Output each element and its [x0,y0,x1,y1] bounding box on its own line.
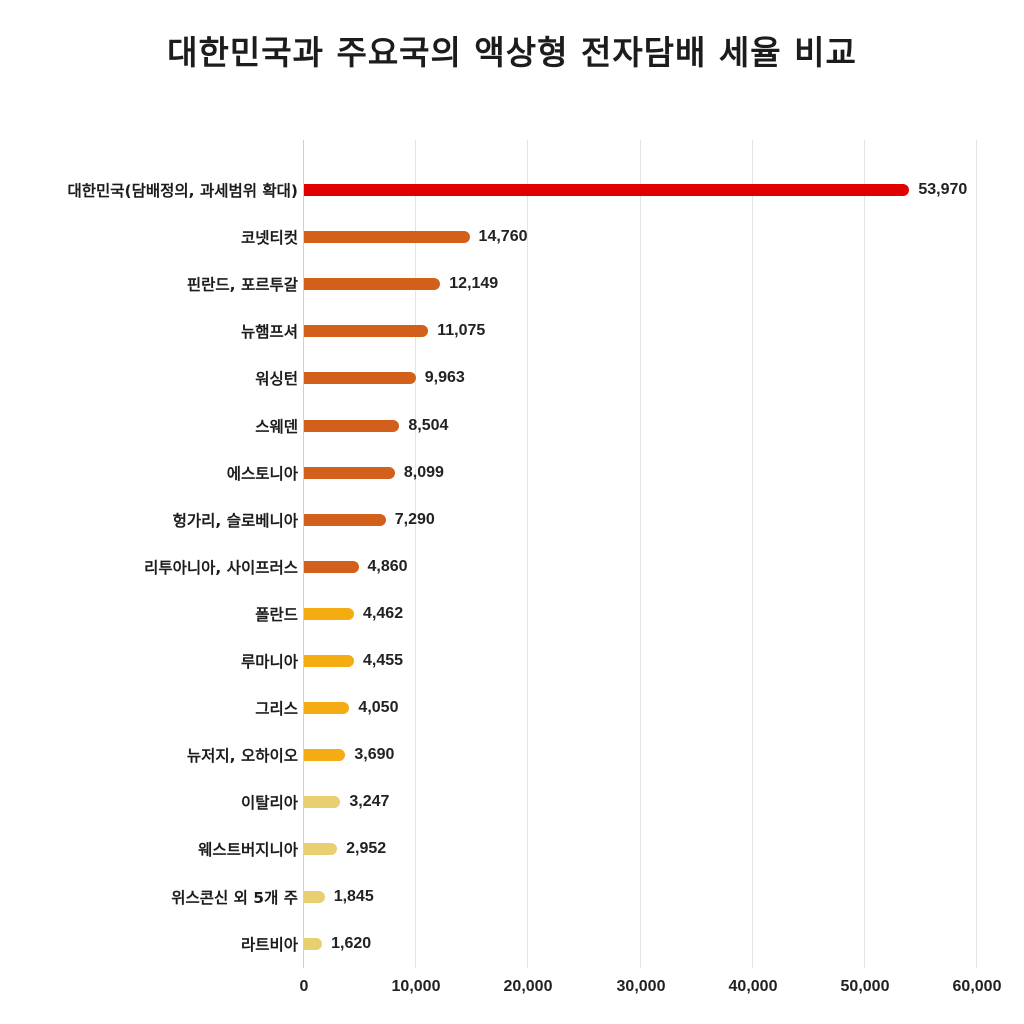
bar [304,231,470,244]
category-label: 이탈리아 [240,794,298,813]
gridline [303,140,304,968]
bar-row: 스웨덴 8,504 [0,411,1024,441]
chart-title: 대한민국과 주요국의 액상형 전자담배 세율 비교 [167,33,857,72]
bar-row: 라트비아 1,620 [0,929,1024,959]
bar-row: 리투아니아, 사이프러스 4,860 [0,552,1024,582]
gridline [752,140,753,968]
x-tick-label: 60,000 [952,978,1002,995]
value-label: 1,620 [331,934,372,952]
category-label: 코넷티컷 [240,229,298,248]
category-label: 폴란드 [255,605,298,624]
value-label: 3,247 [349,793,390,811]
category-label: 그리스 [255,700,298,719]
category-label: 헝가리, 슬로베니아 [172,511,298,530]
category-label: 핀란드, 포르투갈 [186,276,298,295]
bar-row: 위스콘신 외 5개 주 1,845 [0,882,1024,912]
bar [304,607,355,620]
gridline [415,140,416,968]
category-label: 뉴저지, 오하이오 [186,747,298,766]
bar-row: 대한민국(담배정의, 과세범위 확대) 53,970 [0,175,1024,205]
bar [304,325,429,338]
value-label: 14,760 [478,228,528,246]
bar-row: 폴란드 4,462 [0,599,1024,629]
bar [304,843,338,856]
x-tick-label: 10,000 [391,978,441,995]
bar [304,702,350,715]
bar [304,890,325,903]
bar [304,560,359,573]
bar-row: 이탈리아 3,247 [0,787,1024,817]
value-label: 8,504 [408,416,449,434]
bar-row: 루마니아 4,455 [0,646,1024,676]
category-label: 뉴햄프셔 [240,323,298,342]
value-label: 53,970 [918,181,968,198]
x-tick-label: 20,000 [503,978,553,995]
gridline [640,140,641,968]
value-label: 9,963 [424,369,465,387]
value-label: 7,290 [394,510,435,528]
bar-row: 웨스트버지니아 2,952 [0,834,1024,864]
bar-row: 워싱턴 9,963 [0,363,1024,393]
gridline [976,140,977,968]
value-label: 4,860 [367,557,408,575]
bar [304,419,400,432]
bar-row: 뉴햄프셔 11,075 [0,316,1024,346]
category-label: 라트비아 [240,935,298,954]
bar [304,278,441,291]
x-tick-label: 50,000 [840,978,890,995]
value-label: 11,075 [437,322,486,340]
gridline [527,140,528,968]
bar [304,466,395,479]
value-label: 2,952 [346,840,387,858]
value-label: 8,099 [403,463,444,481]
gridline [864,140,865,968]
value-label: 4,050 [358,699,399,717]
x-tick-label: 30,000 [616,978,666,995]
value-label: 4,455 [362,652,404,669]
bar [304,937,323,950]
bar [304,513,386,526]
bar-row: 뉴저지, 오하이오 3,690 [0,740,1024,770]
category-label: 위스콘신 외 5개 주 [171,888,298,907]
value-label: 3,690 [354,746,395,764]
bar [304,372,416,385]
bar [304,184,910,196]
bar-row: 헝가리, 슬로베니아 7,290 [0,505,1024,535]
bar-row: 핀란드, 포르투갈 12,149 [0,269,1024,299]
x-tick-label: 40,000 [728,978,778,995]
bar-row: 코넷티컷 14,760 [0,222,1024,252]
bar-row: 에스토니아 8,099 [0,458,1024,488]
value-label: 4,462 [363,604,404,622]
category-label: 에스토니아 [226,464,298,483]
category-label: 스웨덴 [255,417,298,436]
x-tick-label: 0 [299,978,309,995]
category-label: 웨스트버지니아 [198,841,298,860]
category-label: 대한민국(담배정의, 과세범위 확대) [67,182,299,200]
bar-row: 그리스 4,050 [0,693,1024,723]
category-label: 루마니아 [240,653,298,671]
value-label: 1,845 [333,887,374,905]
value-label: 12,149 [449,275,499,293]
bar [304,655,354,667]
category-label: 워싱턴 [255,370,298,389]
bar [304,796,341,809]
bar [304,749,346,762]
category-label: 리투아니아, 사이프러스 [144,558,298,577]
